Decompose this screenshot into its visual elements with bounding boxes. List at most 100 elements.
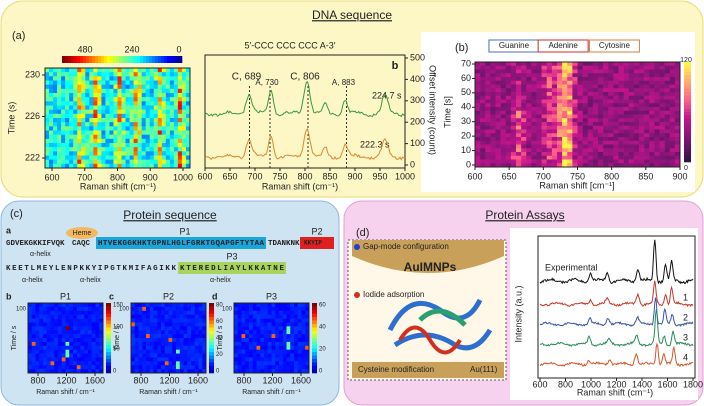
heatmap-cell bbox=[592, 144, 599, 149]
heatmap-cell bbox=[562, 122, 568, 127]
heatmap-cell bbox=[301, 353, 306, 358]
heatmap-cell bbox=[164, 310, 169, 315]
heatmap-cell bbox=[177, 72, 183, 77]
heatmap-cell bbox=[505, 62, 512, 67]
colorbar-cell bbox=[170, 56, 174, 63]
heatmap-cell bbox=[603, 84, 609, 89]
heatmap-cell bbox=[131, 303, 136, 308]
heatmap-cell bbox=[245, 330, 250, 335]
heatmap-cell bbox=[592, 152, 599, 157]
colorbar-cell bbox=[106, 303, 111, 307]
heatmap-cell bbox=[275, 341, 280, 347]
heatmap-cell bbox=[157, 357, 162, 362]
heatmap-cell bbox=[202, 345, 207, 350]
heatmap-cell bbox=[84, 361, 89, 366]
heatmap-cell bbox=[531, 163, 537, 168]
heatmap-cell bbox=[592, 62, 599, 67]
heatmap-cell bbox=[603, 69, 609, 74]
heatmap-cell bbox=[172, 345, 177, 350]
heatmap-cell bbox=[674, 73, 681, 78]
heatmap-cell bbox=[516, 77, 522, 82]
heatmap-cell bbox=[587, 92, 594, 97]
heatmap-cell bbox=[173, 68, 179, 73]
colorbar-cell bbox=[312, 338, 317, 342]
heatmap-cell bbox=[181, 68, 187, 73]
heatmap-cell bbox=[618, 95, 624, 100]
axis-label: Time / s bbox=[114, 325, 121, 350]
heatmap-cell bbox=[275, 369, 280, 374]
heatmap-cell bbox=[198, 314, 203, 319]
heatmap-cell bbox=[669, 152, 676, 157]
heatmap-cell bbox=[164, 303, 169, 308]
heatmap-cell bbox=[567, 80, 573, 85]
heatmap-cell bbox=[572, 118, 578, 123]
heatmap-cell bbox=[101, 159, 106, 165]
heatmap-cell bbox=[654, 114, 660, 119]
heatmap-cell bbox=[587, 77, 594, 82]
heatmap-cell bbox=[113, 155, 118, 160]
heatmap-cell bbox=[294, 345, 299, 350]
heatmap-cell bbox=[582, 155, 589, 160]
heatmap-cell bbox=[181, 88, 187, 94]
diagram-label: AuIMNPs bbox=[404, 260, 457, 274]
heatmap-cell bbox=[567, 118, 573, 123]
heatmap-cell bbox=[301, 345, 306, 350]
heatmap-cell bbox=[510, 77, 517, 82]
heatmap-cell bbox=[153, 68, 159, 73]
heatmap-cell bbox=[39, 349, 44, 354]
heatmap-cell bbox=[149, 143, 155, 148]
heatmap-cell bbox=[290, 334, 295, 339]
heatmap-cell bbox=[669, 92, 676, 97]
heatmap-cell bbox=[202, 357, 207, 362]
tick-label: 900 bbox=[672, 171, 687, 181]
diagram-label: Iodide adsorption bbox=[363, 290, 424, 299]
heatmap-cell bbox=[81, 134, 86, 140]
spectrum-trace bbox=[539, 342, 694, 367]
heatmap-cell bbox=[133, 113, 138, 119]
heatmap-cell bbox=[49, 84, 54, 90]
heatmap-cell bbox=[608, 152, 614, 157]
heatmap-cell bbox=[603, 77, 609, 82]
heatmap-cell bbox=[157, 345, 162, 350]
heatmap-cell bbox=[39, 318, 44, 323]
heatmap-cell bbox=[177, 68, 183, 73]
heatmap-cell bbox=[73, 134, 78, 140]
heatmap-cell bbox=[644, 159, 650, 164]
heatmap-cell bbox=[521, 107, 527, 112]
heatmap-cell bbox=[260, 334, 265, 339]
heatmap-cell bbox=[267, 322, 272, 327]
tick-label: 950 bbox=[372, 171, 387, 181]
heatmap-cell bbox=[157, 151, 163, 156]
heatmap-cell bbox=[58, 330, 63, 335]
heatmap-cell bbox=[286, 365, 291, 370]
heatmap-cell bbox=[541, 69, 548, 74]
heatmap-cell bbox=[93, 151, 98, 156]
heatmap-cell bbox=[618, 163, 624, 168]
heatmap-cell bbox=[286, 357, 291, 362]
heatmap-cell bbox=[161, 357, 166, 362]
colorbar-cell bbox=[209, 352, 214, 356]
heatmap-cell bbox=[91, 365, 96, 370]
heatmap-cell bbox=[65, 365, 70, 370]
heatmap-cell bbox=[133, 134, 138, 140]
heatmap-cell bbox=[480, 99, 486, 104]
heatmap-cell bbox=[191, 341, 196, 347]
heatmap-cell bbox=[279, 338, 284, 343]
heatmap-cell bbox=[608, 155, 614, 160]
heatmap-cell bbox=[505, 95, 512, 100]
heatmap-cell bbox=[121, 155, 126, 160]
heatmap-cell bbox=[286, 369, 291, 374]
heatmap-cell bbox=[633, 137, 640, 142]
heatmap-cell bbox=[234, 322, 239, 327]
heatmap-cell bbox=[58, 318, 63, 323]
heatmap-cell bbox=[649, 84, 655, 89]
heatmap-cell bbox=[89, 118, 94, 123]
heatmap-cell bbox=[644, 140, 650, 145]
heatmap-cell bbox=[77, 113, 82, 119]
heatmap-cell bbox=[172, 349, 177, 354]
heatmap-cell bbox=[93, 97, 98, 102]
heatmap-cell bbox=[485, 129, 491, 134]
heatmap-cell bbox=[105, 72, 110, 77]
heatmap-cell bbox=[475, 99, 481, 104]
heatmap-cell bbox=[145, 159, 151, 165]
